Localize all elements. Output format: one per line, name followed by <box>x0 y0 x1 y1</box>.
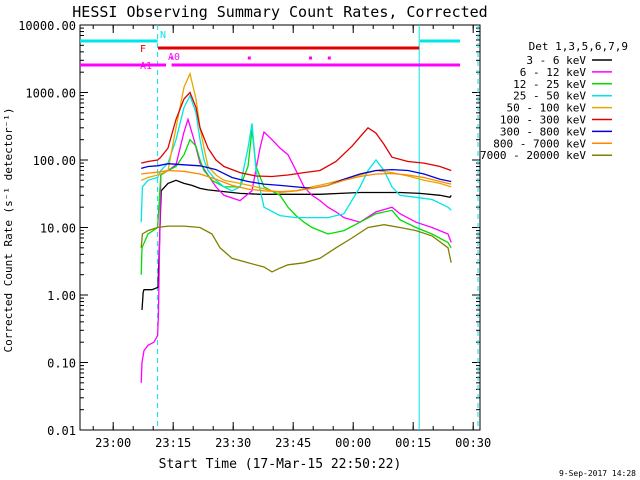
legend-title: Det 1,3,5,6,7,9 <box>529 40 628 53</box>
series-line <box>140 129 452 275</box>
y-tick-label: 1000.00 <box>25 87 76 101</box>
y-tick-label: 10000.00 <box>18 19 76 33</box>
y-axis-label: Corrected Count Rate (s⁻¹ detector⁻¹) <box>2 107 15 352</box>
series-line <box>141 163 452 190</box>
legend-label: 6 - 12 keV <box>520 66 587 79</box>
x-tick-label: 00:00 <box>335 436 371 450</box>
series-line <box>140 117 452 383</box>
x-tick-label: 23:30 <box>215 436 251 450</box>
legend-label: 3 - 6 keV <box>526 54 586 67</box>
series-line <box>140 71 452 194</box>
series-line <box>140 224 452 273</box>
legend-label: 7000 - 20000 keV <box>480 149 586 162</box>
x-tick-label: 00:30 <box>455 436 491 450</box>
y-tick-label: 0.01 <box>47 424 76 438</box>
x-tick-label: 23:15 <box>155 436 191 450</box>
legend-label: 300 - 800 keV <box>500 125 586 138</box>
flag-dot-a0 <box>247 56 251 60</box>
series-line <box>141 91 452 178</box>
flag-label-f: F <box>140 44 146 55</box>
flag-label-a0: A0 <box>168 52 180 63</box>
flag-label-a1: A1 <box>140 61 152 72</box>
legend-label: 12 - 25 keV <box>513 78 586 91</box>
x-tick-label: 23:45 <box>275 436 311 450</box>
y-tick-label: 100.00 <box>33 154 76 168</box>
y-tick-label: 1.00 <box>47 289 76 303</box>
legend-label: 50 - 100 keV <box>507 102 587 115</box>
x-tick-label: 00:15 <box>395 436 431 450</box>
plot-frame <box>79 24 481 431</box>
flag-dot-a0 <box>309 56 312 60</box>
chart-title: HESSI Observing Summary Count Rates, Cor… <box>72 3 487 21</box>
y-tick-label: 10.00 <box>40 222 76 236</box>
y-tick-label: 0.10 <box>47 357 76 371</box>
legend-label: 100 - 300 keV <box>500 114 586 127</box>
series-line <box>141 169 452 193</box>
series-line <box>140 93 452 223</box>
series-line <box>141 179 452 311</box>
flag-dot-a0 <box>327 56 331 60</box>
x-axis-label: Start Time (17-Mar-15 22:50:22) <box>159 457 402 472</box>
x-tick-label: 23:00 <box>95 436 131 450</box>
flag-label-n: N <box>160 30 166 41</box>
legend-label: 25 - 50 keV <box>513 90 586 103</box>
timestamp: 9-Sep-2017 14:28 <box>559 469 636 478</box>
legend-label: 800 - 7000 keV <box>493 137 586 150</box>
